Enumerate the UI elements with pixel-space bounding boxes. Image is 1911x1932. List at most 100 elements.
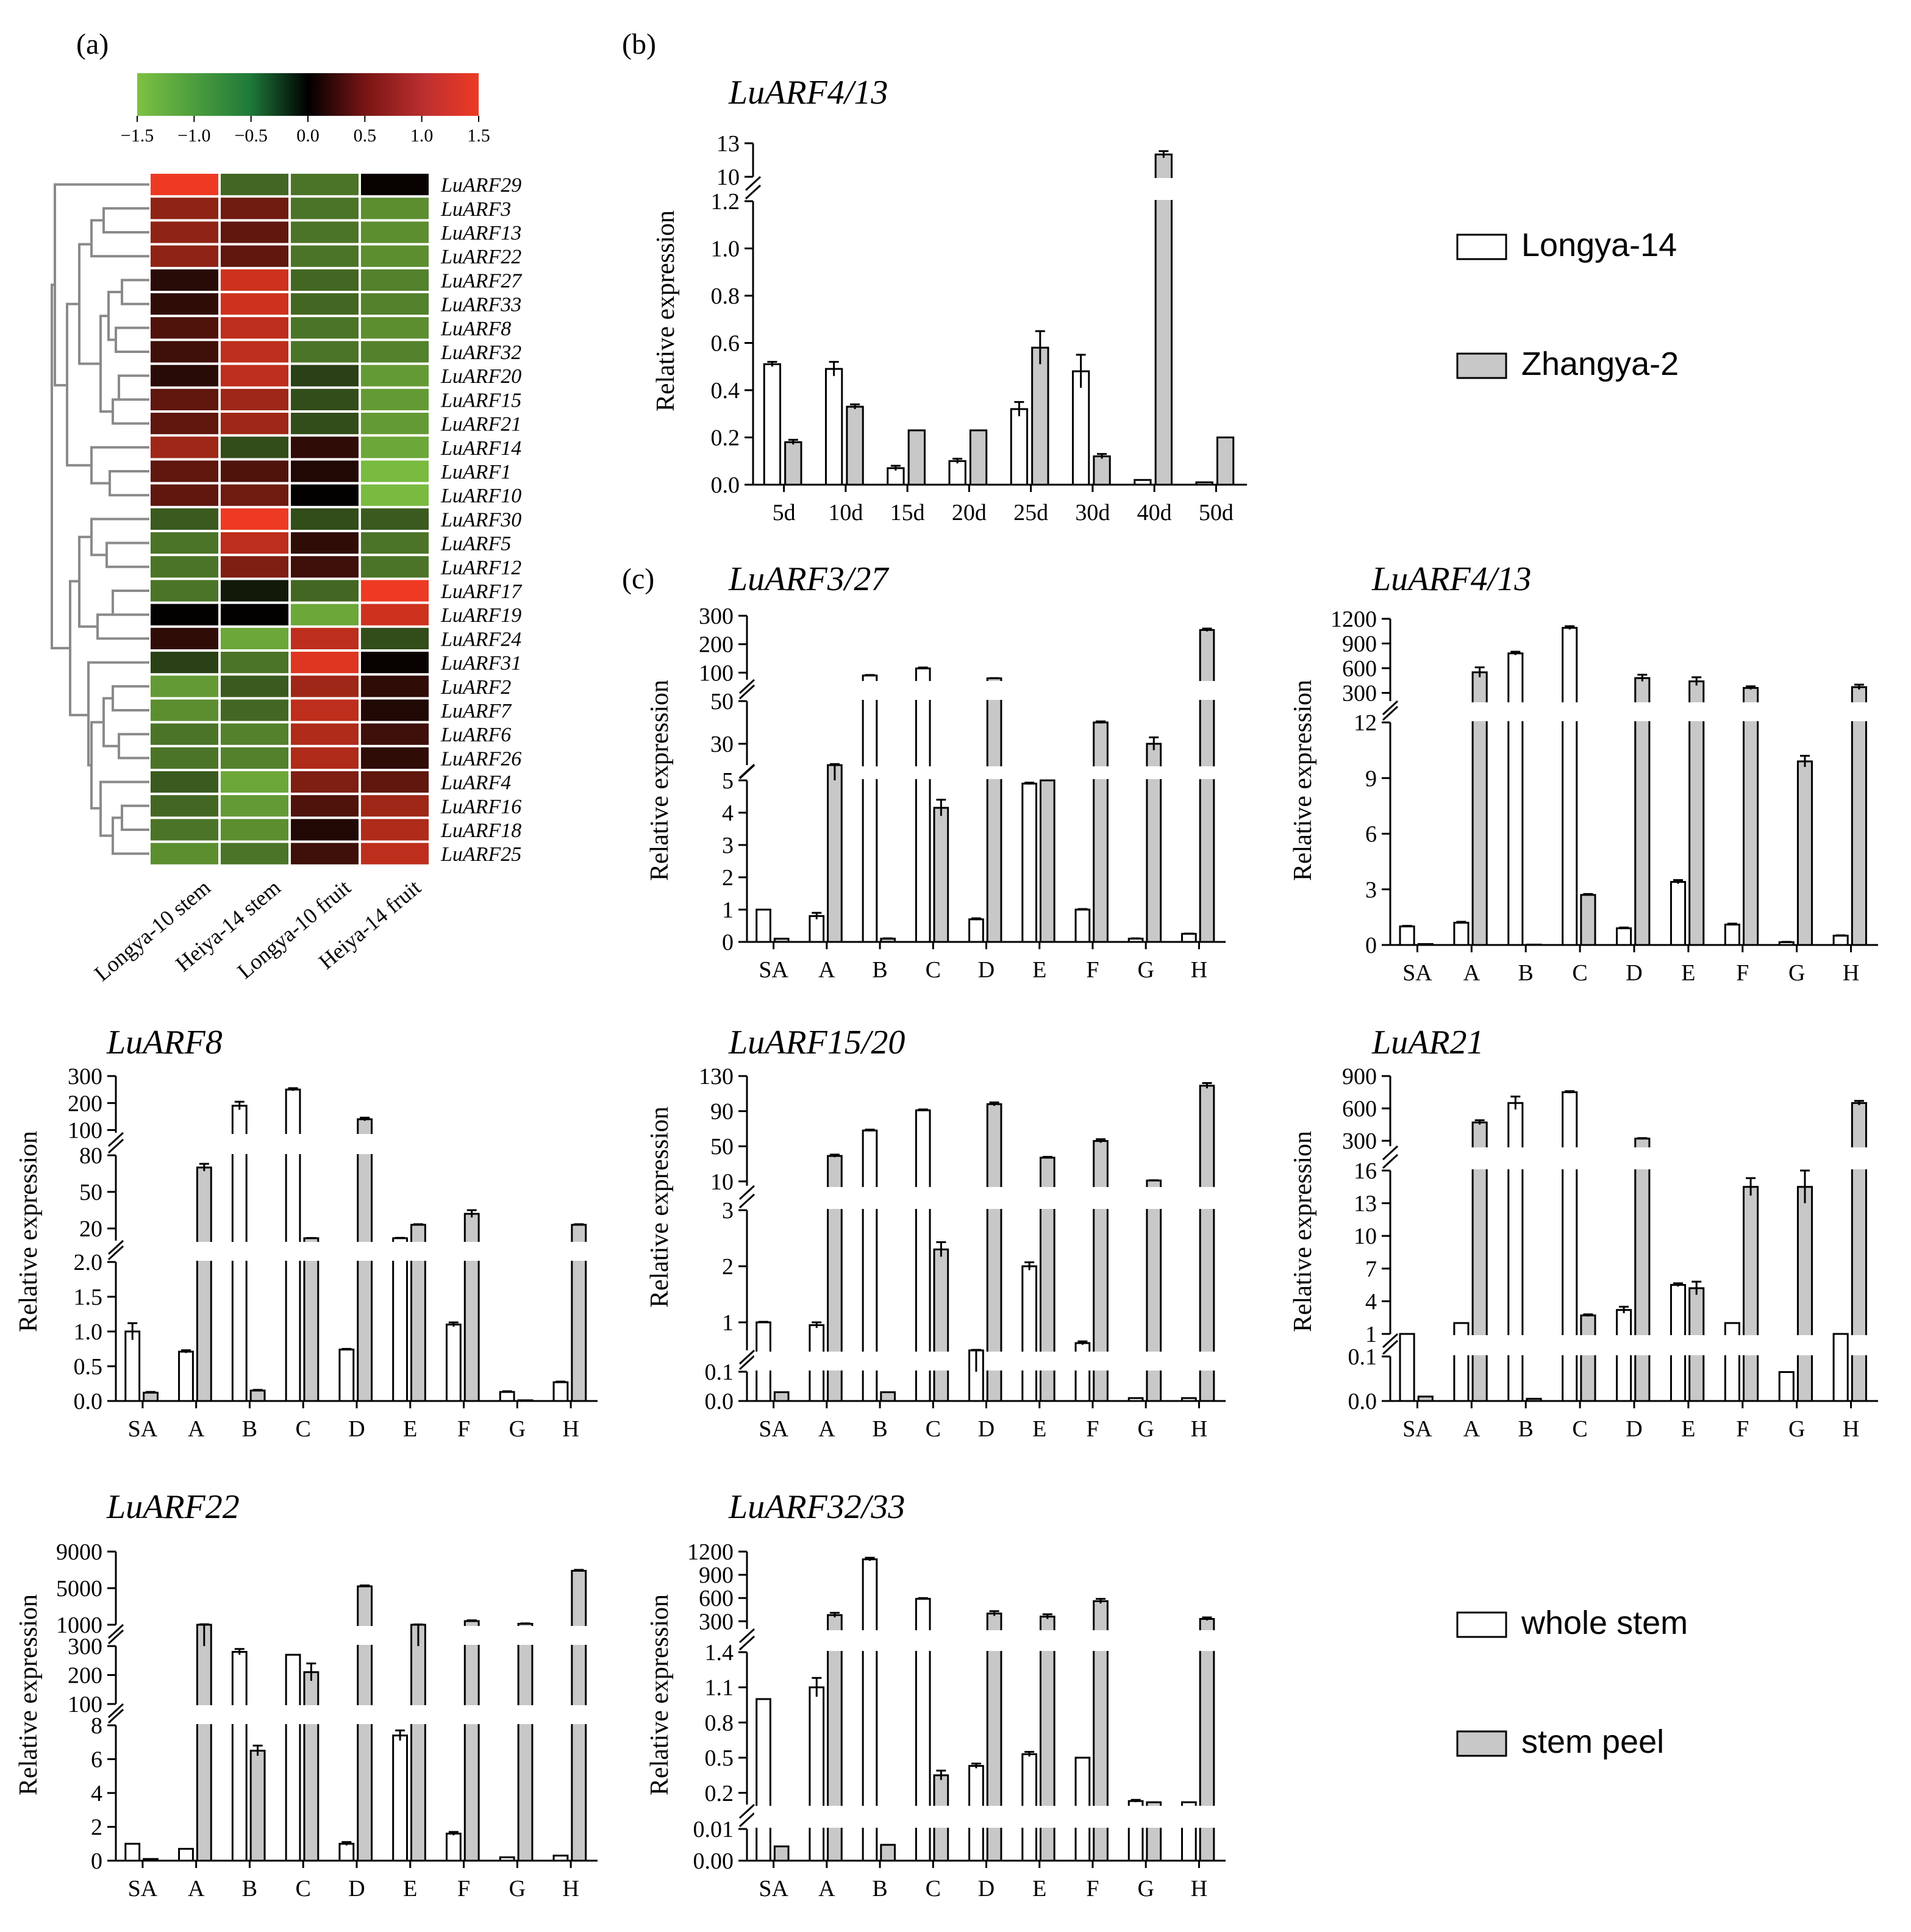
heatmap-cell: [151, 532, 218, 554]
bar-break-gap: [985, 1352, 1004, 1371]
color-scale-ticks: −1.5 −1.0 −0.5 0.0 0.5 1.0 1.5: [121, 116, 490, 146]
bar-break-gap: [1741, 702, 1760, 721]
bar-break-gap: [1179, 1806, 1199, 1828]
x-tick-label: C: [926, 1876, 941, 1902]
y-tick-label: 0.0: [705, 1389, 734, 1414]
heatmap-cell: [291, 437, 359, 458]
bar-break-gap: [1451, 1335, 1471, 1355]
bar-break-gap: [1038, 1806, 1057, 1828]
axis-break-mark: [745, 184, 762, 200]
heatmap-row-label: LuARF17: [440, 580, 523, 603]
x-tick-label: C: [296, 1416, 311, 1442]
x-tick-label: C: [296, 1876, 311, 1902]
bar-chart-luarf3-27: LuARF3/27 Relative expression 0 1 2 3 4 5 30 50 10…: [646, 560, 1226, 983]
bar-chart-luarf4-13: LuARF4/13 Relative expression 0 3 6 9 12 300600…: [1289, 560, 1878, 986]
x-tick-label: B: [242, 1876, 257, 1902]
heatmap-cell: [151, 221, 218, 243]
x-tick-label: G: [1788, 1416, 1805, 1442]
bar-series-1: [1832, 1333, 1849, 1402]
bar-break-gap: [195, 1705, 214, 1724]
y-tick-label: 300: [699, 1609, 734, 1634]
bar-series-1: [763, 363, 782, 486]
heatmap-cell: [361, 341, 429, 363]
dendrogram-branch: [105, 541, 149, 568]
bar-series-2: [1743, 1186, 1759, 1402]
heatmap-row-label: LuARF3: [440, 198, 511, 221]
heatmap-row-label: LuARF19: [440, 604, 521, 627]
y-tick-label: 0.1: [705, 1360, 734, 1385]
bar-break-gap: [825, 1630, 845, 1651]
bar-break-gap: [1506, 1147, 1525, 1169]
legend-label-whole-stem: whole stem: [1521, 1605, 1688, 1641]
bar-break-gap: [355, 1134, 374, 1154]
y-axis-label: Relative expression: [15, 1594, 43, 1795]
heatmap-row-label: LuARF7: [440, 700, 512, 722]
heatmap-cell: [291, 174, 359, 196]
bar-series-2: [1580, 894, 1596, 946]
dendrogram-branch: [90, 518, 149, 557]
y-tick-label: 100: [68, 1692, 102, 1717]
y-tick-label: 90: [710, 1099, 734, 1125]
bar-series-1: [1074, 908, 1091, 943]
x-tick-label: H: [562, 1416, 579, 1442]
bar-break-gap: [462, 1242, 482, 1261]
heatmap-cell: [221, 723, 288, 745]
axis-break-mark: [738, 1185, 755, 1200]
axis-break-mark: [107, 1629, 124, 1645]
x-tick-label: E: [403, 1876, 417, 1902]
y-tick-label: 300: [68, 1634, 102, 1659]
x-tick-label: 15d: [890, 500, 925, 526]
y-tick-label: 0.01: [693, 1817, 734, 1842]
dendrogram-branch: [109, 470, 149, 497]
bar-series-2: [933, 807, 949, 943]
bar-break-gap: [825, 1352, 845, 1371]
heatmap-cell: [361, 484, 429, 506]
heatmap-cell: [361, 388, 429, 410]
heatmap-row-label: LuARF18: [440, 819, 521, 842]
bar-chart-luarf15-20: LuARF15/20 Relative expression 0.0 0.1 1 2 3 10…: [646, 1024, 1226, 1442]
bar-series-2: [1039, 779, 1056, 943]
heatmap-cell: [361, 771, 429, 793]
heatmap-cell: [361, 269, 429, 291]
bar-break-gap: [807, 1806, 826, 1828]
heatmap-cell: [221, 556, 288, 578]
y-tick-label: 0.2: [705, 1781, 734, 1806]
axis-break-mark: [738, 684, 755, 700]
y-tick-label: 600: [1342, 656, 1377, 682]
y-tick-label: 1.0: [711, 237, 740, 262]
heatmap-cell: [221, 198, 288, 219]
heatmap-cell: [291, 388, 359, 410]
heatmap-cell: [291, 365, 359, 387]
y-tick-label: 1: [722, 897, 734, 923]
x-tick-label: A: [818, 1416, 835, 1442]
heatmap-cell: [151, 413, 218, 435]
bar-break-gap: [569, 1705, 588, 1724]
bar-break-gap: [1668, 1335, 1688, 1355]
y-tick-label: 8: [91, 1713, 102, 1739]
y-tick-label: 0: [722, 930, 734, 955]
bar-series-1: [1127, 1397, 1144, 1402]
bar-series-1: [1134, 479, 1152, 486]
y-axis-label: Relative expression: [646, 1594, 674, 1795]
bar-break-gap: [825, 1187, 845, 1209]
y-tick-label: 16: [1354, 1158, 1377, 1184]
bar-break-gap: [754, 1806, 773, 1828]
dendrogram-branch: [54, 183, 149, 387]
legend-cultivars: Longya-14 Zhangya-2: [1456, 227, 1679, 382]
y-tick-label: 4: [91, 1781, 102, 1806]
bar-break-gap: [860, 1187, 879, 1209]
legend-swatch-stem-peel: [1456, 1730, 1507, 1757]
x-tick-label: 5d: [773, 500, 796, 526]
bar-break-gap: [1723, 1335, 1742, 1355]
heatmap-row-label: LuARF21: [440, 413, 521, 436]
heatmap-cells: [151, 174, 429, 864]
heatmap-cell: [221, 771, 288, 793]
x-tick-label: D: [978, 1876, 995, 1902]
bar-break-gap: [1470, 1335, 1490, 1355]
bar-series-1: [1562, 627, 1578, 946]
bar-series-1: [1616, 1309, 1632, 1402]
heatmap-row-labels: LuARF29LuARF3LuARF13LuARF22LuARF27LuARF3…: [440, 174, 523, 866]
bar-break-gap: [1687, 1335, 1706, 1355]
heatmap-cell: [221, 484, 288, 506]
